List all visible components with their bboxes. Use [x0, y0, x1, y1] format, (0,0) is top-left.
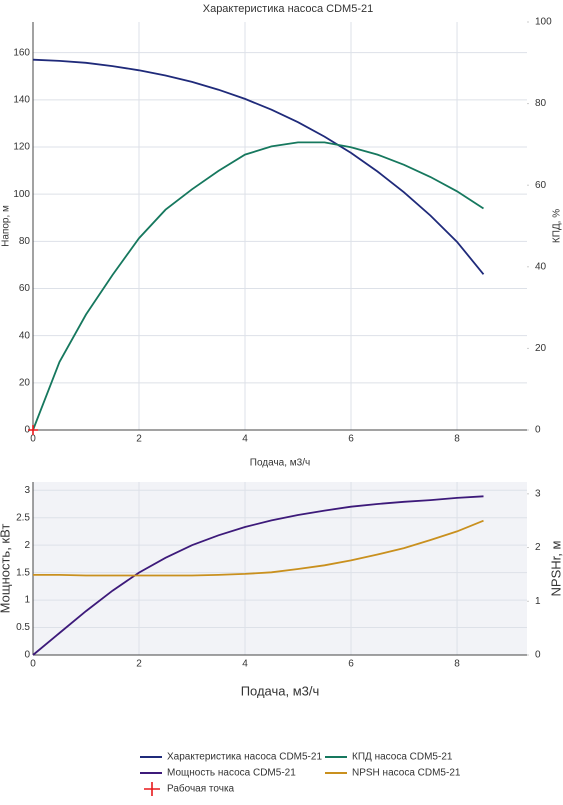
y-tick-label: 1 [24, 595, 30, 606]
x-tick-label: 8 [454, 434, 460, 445]
plot-area [33, 482, 527, 655]
x-tick-label: 6 [348, 659, 354, 670]
series-line [32, 495, 484, 656]
y2-tick-label: 20 [535, 343, 547, 354]
chart-title: Характеристика насоса CDM5-21 [203, 3, 374, 15]
legend-symbol [144, 782, 160, 796]
y-tick-label: 2 [24, 540, 30, 551]
x-tick-label: 4 [242, 434, 248, 445]
y2-tick-label: 80 [535, 98, 547, 109]
y-axis-label: Мощность, кВт [0, 524, 12, 614]
series-line [32, 58, 485, 275]
x-tick-label: 2 [136, 434, 142, 445]
x-axis-label: Подача, м3/ч [250, 458, 310, 469]
x-axis-label: Подача, м3/ч [241, 683, 320, 698]
x-tick-label: 0 [30, 434, 36, 445]
y2-tick-label: 0 [535, 425, 541, 436]
y2-tick-label: 1 [535, 596, 541, 607]
y-tick-label: 20 [19, 377, 31, 388]
legend-label: Характеристика насоса CDM5-21 [167, 752, 322, 763]
y-tick-label: 120 [13, 142, 30, 153]
marker [28, 425, 38, 435]
y-tick-label: 3 [24, 485, 30, 496]
y-tick-label: 40 [19, 330, 31, 341]
y-tick-label: 2.5 [16, 512, 30, 523]
x-tick-label: 4 [242, 659, 248, 670]
legend-label: Мощность насоса CDM5-21 [167, 768, 296, 779]
y2-tick-label: 0 [535, 650, 541, 661]
y-tick-label: 160 [13, 47, 30, 58]
x-tick-label: 6 [348, 434, 354, 445]
x-tick-label: 8 [454, 659, 460, 670]
y-axis-label: Напор, м [1, 205, 12, 247]
y-tick-label: 80 [19, 236, 31, 247]
y-tick-label: 0 [24, 650, 30, 661]
x-tick-label: 2 [136, 659, 142, 670]
y-tick-label: 0.5 [16, 622, 30, 633]
y2-tick-label: 2 [535, 542, 541, 553]
y2-tick-label: 60 [535, 180, 547, 191]
y2-axis-label: КПД, % [552, 209, 563, 243]
plot-area [33, 22, 527, 430]
legend-label: NPSH насоса CDM5-21 [352, 768, 461, 779]
y-tick-label: 100 [13, 189, 30, 200]
y-tick-label: 60 [19, 283, 31, 294]
y2-axis-label: NPSHr, м [548, 540, 563, 596]
legend-label: КПД насоса CDM5-21 [352, 752, 453, 763]
y2-tick-label: 40 [535, 261, 547, 272]
y2-tick-label: 100 [535, 17, 552, 28]
x-tick-label: 0 [30, 659, 36, 670]
y2-tick-label: 3 [535, 488, 541, 499]
y-tick-label: 1.5 [16, 567, 30, 578]
y-tick-label: 0 [24, 425, 30, 436]
series-line [32, 141, 484, 431]
series-line [33, 519, 484, 577]
legend-label: Рабочая точка [167, 783, 235, 795]
y-tick-label: 140 [13, 94, 30, 105]
